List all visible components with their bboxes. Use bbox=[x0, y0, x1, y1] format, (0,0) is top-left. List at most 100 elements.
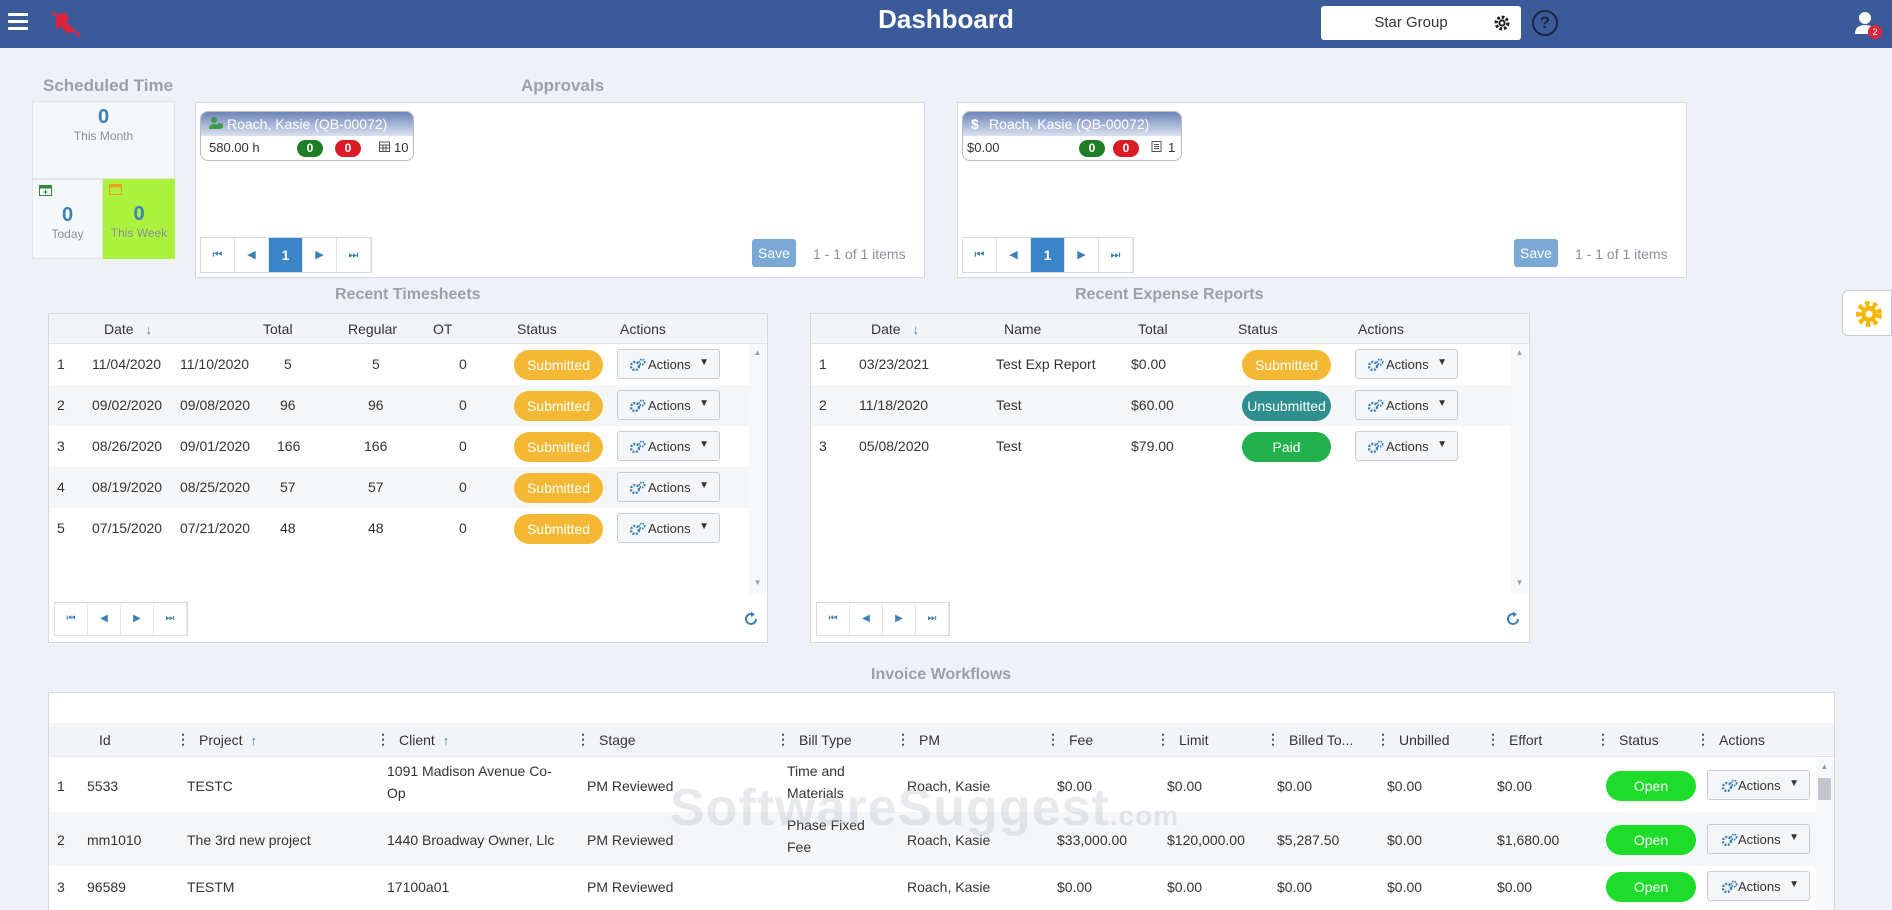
scroll-down-icon[interactable]: ▼ bbox=[753, 578, 762, 587]
column-menu-icon[interactable]: ⋮ bbox=[1596, 731, 1610, 747]
next-page-button[interactable]: ▶ bbox=[1065, 238, 1099, 272]
actions-dropdown[interactable]: Actions ▼ bbox=[617, 349, 720, 379]
expense-total: $0.00 bbox=[1131, 356, 1167, 372]
scroll-up-icon[interactable]: ▲ bbox=[1515, 348, 1524, 357]
this-week-tile[interactable]: 0 This Week bbox=[103, 179, 175, 259]
row-number: 5 bbox=[57, 520, 65, 536]
refresh-icon[interactable] bbox=[743, 611, 759, 627]
column-menu-icon[interactable]: ⋮ bbox=[776, 731, 790, 747]
column-total[interactable]: Total bbox=[263, 321, 293, 337]
organization-select[interactable]: Star Group bbox=[1321, 6, 1521, 40]
column-menu-icon[interactable]: ⋮ bbox=[176, 731, 190, 747]
column-pm[interactable]: PM bbox=[919, 732, 940, 748]
prev-page-button[interactable]: ◀ bbox=[235, 238, 269, 272]
last-page-button[interactable]: ⏭ bbox=[916, 603, 949, 635]
column-fee[interactable]: Fee bbox=[1069, 732, 1094, 748]
column-menu-icon[interactable]: ⋮ bbox=[1046, 731, 1060, 747]
status-badge: Submitted bbox=[514, 514, 603, 544]
help-icon[interactable]: ? bbox=[1532, 10, 1558, 36]
actions-dropdown[interactable]: Actions ▼ bbox=[1707, 871, 1810, 901]
column-date[interactable]: Date ↓ bbox=[104, 321, 152, 337]
column-regular[interactable]: Regular bbox=[348, 321, 398, 337]
next-page-button[interactable]: ▶ bbox=[303, 238, 337, 272]
column-limit[interactable]: Limit bbox=[1179, 732, 1209, 748]
organization-label: Star Group bbox=[1374, 14, 1448, 31]
next-page-button[interactable]: ▶ bbox=[883, 603, 916, 635]
column-menu-icon[interactable]: ⋮ bbox=[376, 731, 390, 747]
column-status[interactable]: Status bbox=[1238, 321, 1278, 337]
column-billed-to-date[interactable]: Billed To... bbox=[1289, 732, 1354, 748]
column-id[interactable]: Id bbox=[99, 732, 111, 748]
next-page-button[interactable]: ▶ bbox=[121, 603, 154, 635]
column-status[interactable]: Status bbox=[1619, 732, 1659, 748]
approval-card[interactable]: $ Roach, Kasie (QB-00072) $0.00 0 0 1 bbox=[962, 111, 1182, 161]
prev-page-button[interactable]: ◀ bbox=[88, 603, 121, 635]
first-page-button[interactable]: ⏮ bbox=[817, 603, 850, 635]
actions-dropdown[interactable]: Actions ▼ bbox=[1355, 390, 1458, 420]
actions-dropdown[interactable]: Actions ▼ bbox=[1355, 431, 1458, 461]
save-button[interactable]: Save bbox=[752, 239, 796, 267]
scroll-up-icon[interactable]: ▲ bbox=[1820, 762, 1829, 771]
actions-label: Actions bbox=[648, 521, 691, 536]
page-1-button[interactable]: 1 bbox=[269, 238, 303, 272]
column-stage[interactable]: Stage bbox=[599, 732, 636, 748]
expense-approvals-pager: ⏮ ◀ 1 ▶ ⏭ bbox=[962, 237, 1134, 273]
column-status[interactable]: Status bbox=[517, 321, 557, 337]
column-name[interactable]: Name bbox=[1004, 321, 1042, 337]
column-menu-icon[interactable]: ⋮ bbox=[1696, 731, 1710, 747]
actions-dropdown[interactable]: Actions ▼ bbox=[617, 472, 720, 502]
scroll-thumb[interactable] bbox=[1818, 778, 1831, 800]
column-unbilled[interactable]: Unbilled bbox=[1399, 732, 1450, 748]
column-menu-icon[interactable]: ⋮ bbox=[576, 731, 590, 747]
column-menu-icon[interactable]: ⋮ bbox=[1486, 731, 1500, 747]
column-project[interactable]: Project ↑ bbox=[199, 732, 257, 748]
vertical-scrollbar[interactable]: ▲ ▼ bbox=[1511, 344, 1528, 594]
actions-dropdown[interactable]: Actions ▼ bbox=[617, 513, 720, 543]
actions-dropdown[interactable]: Actions ▼ bbox=[617, 431, 720, 461]
actions-dropdown[interactable]: Actions ▼ bbox=[1707, 770, 1810, 800]
prev-page-button[interactable]: ◀ bbox=[997, 238, 1031, 272]
settings-panel-toggle[interactable] bbox=[1842, 290, 1892, 336]
actions-dropdown[interactable]: Actions ▼ bbox=[1707, 824, 1810, 854]
last-page-button[interactable]: ⏭ bbox=[1099, 238, 1133, 272]
scroll-down-icon[interactable]: ▼ bbox=[1515, 578, 1524, 587]
save-button[interactable]: Save bbox=[1514, 239, 1558, 267]
regular-hours: 96 bbox=[368, 397, 384, 413]
refresh-icon[interactable] bbox=[1505, 611, 1521, 627]
page-1-button[interactable]: 1 bbox=[1031, 238, 1065, 272]
logo-icon[interactable] bbox=[48, 8, 84, 38]
actions-label: Actions bbox=[1738, 778, 1781, 793]
vertical-scrollbar[interactable]: ▲ ▼ bbox=[749, 344, 766, 594]
table-row[interactable] bbox=[49, 812, 1816, 866]
column-effort[interactable]: Effort bbox=[1509, 732, 1543, 748]
menu-icon[interactable] bbox=[8, 13, 28, 31]
last-page-button[interactable]: ⏭ bbox=[337, 238, 371, 272]
column-menu-icon[interactable]: ⋮ bbox=[1156, 731, 1170, 747]
table-row[interactable] bbox=[49, 866, 1816, 910]
prev-page-button[interactable]: ◀ bbox=[850, 603, 883, 635]
this-month-tile[interactable]: 0 This Month bbox=[32, 101, 175, 179]
regular-hours: 57 bbox=[368, 479, 384, 495]
actions-dropdown[interactable]: Actions ▼ bbox=[617, 390, 720, 420]
today-tile[interactable]: 0 Today bbox=[32, 179, 103, 259]
actions-dropdown[interactable]: Actions ▼ bbox=[1355, 349, 1458, 379]
table-row[interactable] bbox=[49, 758, 1816, 812]
column-bill-type[interactable]: Bill Type bbox=[799, 732, 852, 748]
first-page-button[interactable]: ⏮ bbox=[201, 238, 235, 272]
column-client[interactable]: Client ↑ bbox=[399, 732, 450, 748]
gear-icon[interactable] bbox=[1493, 14, 1511, 32]
column-ot[interactable]: OT bbox=[433, 321, 453, 337]
column-menu-icon[interactable]: ⋮ bbox=[896, 731, 910, 747]
last-page-button[interactable]: ⏭ bbox=[154, 603, 187, 635]
column-total[interactable]: Total bbox=[1138, 321, 1168, 337]
approval-card[interactable]: Roach, Kasie (QB-00072) 580.00 h 0 0 10 bbox=[200, 111, 414, 161]
column-date[interactable]: Date ↓ bbox=[871, 321, 919, 337]
this-week-value: 0 bbox=[133, 203, 145, 225]
first-page-button[interactable]: ⏮ bbox=[963, 238, 997, 272]
actions-label: Actions bbox=[1386, 357, 1429, 372]
column-menu-icon[interactable]: ⋮ bbox=[1376, 731, 1390, 747]
first-page-button[interactable]: ⏮ bbox=[55, 603, 88, 635]
vertical-scrollbar[interactable]: ▲ bbox=[1816, 758, 1833, 910]
column-menu-icon[interactable]: ⋮ bbox=[1266, 731, 1280, 747]
scroll-up-icon[interactable]: ▲ bbox=[753, 348, 762, 357]
